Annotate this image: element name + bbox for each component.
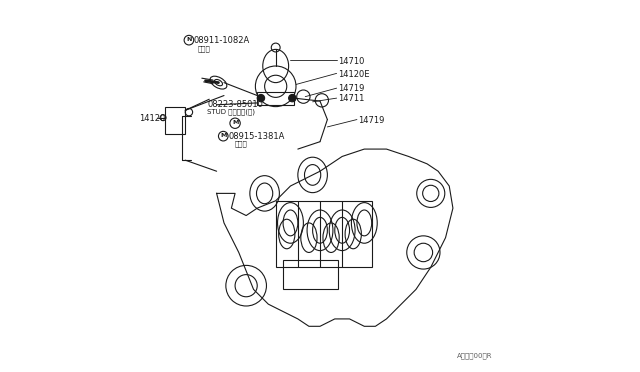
Text: （２）: （２）	[234, 140, 247, 147]
Text: 14120E: 14120E	[338, 70, 369, 78]
Text: A／７：00・R: A／７：00・R	[456, 353, 492, 359]
Text: 14120: 14120	[139, 114, 165, 123]
Text: 14710: 14710	[338, 57, 364, 66]
Text: M: M	[220, 133, 227, 138]
Bar	[257, 92, 294, 105]
Text: STUD スタッド(２): STUD スタッド(２)	[207, 108, 255, 115]
Text: 08911-1082A: 08911-1082A	[193, 36, 250, 45]
Text: 08915-1381A: 08915-1381A	[228, 132, 285, 141]
Circle shape	[289, 94, 296, 102]
Text: 14719: 14719	[338, 84, 364, 93]
Text: M: M	[232, 120, 238, 125]
Text: 14711: 14711	[338, 94, 364, 103]
Text: 08223-85010: 08223-85010	[207, 100, 263, 109]
Circle shape	[257, 94, 264, 102]
Bar	[276, 201, 372, 267]
Text: （２）: （２）	[197, 45, 210, 52]
Text: 14719: 14719	[358, 116, 385, 125]
Bar	[165, 107, 185, 134]
Bar	[283, 260, 339, 289]
Text: N: N	[186, 37, 191, 42]
